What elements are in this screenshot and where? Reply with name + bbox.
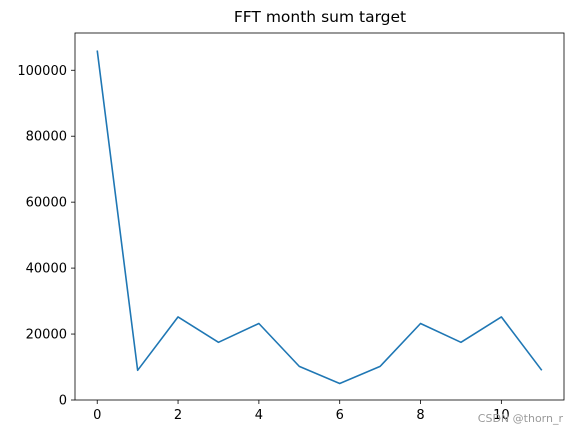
- plot-area: 0 2 4 6 8 10 0 20000 40000 60000 80000 100000: [17, 32, 565, 423]
- axes-frame: [74, 32, 565, 401]
- y-tick-label-40000: 40000: [26, 262, 67, 277]
- x-tick-label-0: 0: [93, 408, 101, 423]
- chart-title: FFT month sum target: [234, 8, 406, 26]
- y-tick-label-60000: 60000: [26, 196, 67, 211]
- x-tick-label-4: 4: [255, 408, 263, 423]
- y-tick-label-100000: 100000: [17, 64, 67, 79]
- x-tick-label-2: 2: [174, 408, 182, 423]
- series-line-0: [96, 50, 543, 385]
- x-tick-label-10: 10: [493, 408, 510, 423]
- x-tick-label-8: 8: [416, 408, 424, 423]
- watermark: CSDN @thorn_r: [478, 412, 564, 425]
- y-tick-label-80000: 80000: [26, 130, 67, 145]
- x-tick-label-6: 6: [336, 408, 344, 423]
- y-tick-label-20000: 20000: [26, 328, 67, 343]
- y-tick-label-0: 0: [59, 394, 67, 409]
